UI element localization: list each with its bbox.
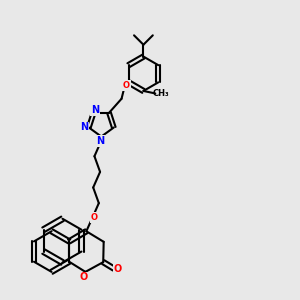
Text: O: O xyxy=(113,264,122,274)
Text: N: N xyxy=(91,105,99,115)
Text: O: O xyxy=(91,213,98,222)
Text: N: N xyxy=(80,122,88,133)
Text: O: O xyxy=(123,81,130,90)
Text: O: O xyxy=(80,272,88,283)
Text: N: N xyxy=(96,136,104,146)
Text: CH₃: CH₃ xyxy=(153,89,169,98)
